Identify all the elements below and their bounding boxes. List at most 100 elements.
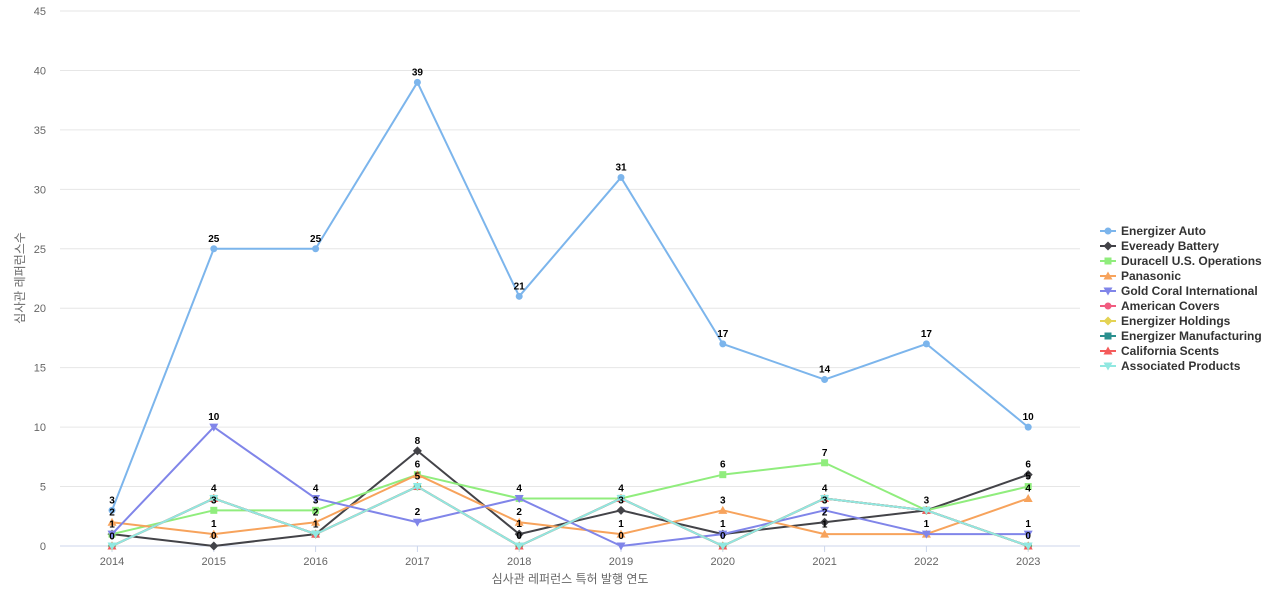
legend-item[interactable]: Energizer Auto xyxy=(1100,224,1206,238)
x-tick-label: 2017 xyxy=(405,556,429,568)
data-label: 2 xyxy=(313,507,319,518)
data-label: 4 xyxy=(516,483,522,494)
legend-marker xyxy=(1104,302,1112,310)
data-label: 2 xyxy=(516,507,522,518)
data-point xyxy=(820,494,830,503)
x-axis-title: 심사관 레퍼런스 특허 발행 연도 xyxy=(492,571,649,586)
legend-item[interactable]: Duracell U.S. Operations xyxy=(1100,254,1262,268)
series-energizer-holdings xyxy=(107,482,1033,551)
data-label: 10 xyxy=(208,412,220,423)
x-tick-label: 2021 xyxy=(812,556,836,568)
legend-label: Energizer Auto xyxy=(1121,224,1206,238)
data-label: 3 xyxy=(822,495,828,506)
data-point xyxy=(921,506,931,515)
data-label: 25 xyxy=(310,234,322,245)
data-point xyxy=(107,517,117,526)
data-point xyxy=(616,529,626,538)
data-label: 4 xyxy=(618,483,624,494)
series-california-scents xyxy=(107,482,1033,550)
data-point xyxy=(311,517,321,526)
data-point xyxy=(1024,483,1032,491)
series-line xyxy=(111,461,1030,536)
legend-item[interactable]: Eveready Battery xyxy=(1100,239,1219,253)
data-point xyxy=(514,494,524,503)
data-label: 10 xyxy=(1023,412,1035,423)
data-point xyxy=(514,542,524,551)
legend-marker xyxy=(1103,362,1113,371)
series-energizer-manufacturing xyxy=(108,483,1032,550)
legend-item[interactable]: Associated Products xyxy=(1100,359,1241,373)
data-point xyxy=(210,506,218,514)
y-tick-label: 20 xyxy=(34,303,46,315)
series-line xyxy=(111,81,1030,512)
x-tick-label: 2018 xyxy=(507,556,531,568)
x-tick-label: 2014 xyxy=(100,556,124,568)
legend-item[interactable]: Energizer Manufacturing xyxy=(1100,329,1262,343)
legend-marker xyxy=(1104,257,1112,265)
data-label: 1 xyxy=(109,519,115,530)
data-label: 1 xyxy=(313,519,319,530)
data-label: 1 xyxy=(516,519,522,530)
data-point xyxy=(719,340,727,348)
data-point xyxy=(616,542,626,551)
data-point xyxy=(412,518,422,527)
y-tick-label: 10 xyxy=(34,422,46,434)
x-tick-label: 2022 xyxy=(914,556,938,568)
series-line xyxy=(111,485,1030,547)
data-point xyxy=(515,292,523,300)
data-label: 21 xyxy=(514,281,526,292)
legend-label: Energizer Holdings xyxy=(1121,314,1231,328)
grid-lines xyxy=(60,10,1080,547)
y-tick-label: 25 xyxy=(34,244,46,256)
data-label: 14 xyxy=(819,365,831,376)
x-tick-label: 2023 xyxy=(1016,556,1040,568)
legend-item[interactable]: Energizer Holdings xyxy=(1100,314,1231,328)
x-tick-label: 2016 xyxy=(303,556,327,568)
data-point xyxy=(820,517,830,527)
data-label: 8 xyxy=(415,436,421,447)
data-point xyxy=(820,529,830,538)
x-tick-label: 2019 xyxy=(609,556,633,568)
legend-item[interactable]: Gold Coral International xyxy=(1100,284,1258,298)
legend-marker xyxy=(1104,332,1112,340)
data-label: 31 xyxy=(615,162,627,173)
series-line xyxy=(111,473,1030,536)
data-point xyxy=(412,470,422,479)
data-point xyxy=(209,494,219,503)
data-label: 0 xyxy=(516,531,522,542)
legend-marker xyxy=(1103,346,1113,355)
data-point xyxy=(921,530,931,539)
legend-label: Gold Coral International xyxy=(1121,284,1258,298)
data-label: 0 xyxy=(618,531,624,542)
data-label: 4 xyxy=(822,483,828,494)
data-point xyxy=(1023,470,1033,480)
legend-item[interactable]: American Covers xyxy=(1100,299,1220,313)
data-label: 1 xyxy=(720,519,726,530)
data-point xyxy=(821,376,829,384)
legend-label: Duracell U.S. Operations xyxy=(1121,254,1262,268)
y-tick-label: 15 xyxy=(34,363,46,375)
legend-label: American Covers xyxy=(1121,299,1220,313)
series-american-covers xyxy=(108,483,1032,550)
legend-label: Associated Products xyxy=(1121,359,1241,373)
legend-label: Panasonic xyxy=(1121,269,1181,283)
data-label: 0 xyxy=(1025,531,1031,542)
data-point xyxy=(412,483,422,492)
y-tick-label: 45 xyxy=(34,6,46,18)
legend-item[interactable]: Panasonic xyxy=(1100,269,1181,283)
data-point xyxy=(412,446,422,456)
legend-item[interactable]: California Scents xyxy=(1100,344,1219,358)
data-label: 1 xyxy=(1025,519,1031,530)
data-point xyxy=(1023,542,1033,551)
data-point xyxy=(209,423,219,432)
legend-marker xyxy=(1103,241,1113,251)
data-point xyxy=(413,78,421,86)
data-label: 2 xyxy=(415,507,421,518)
data-label: 1 xyxy=(822,519,828,530)
data-point xyxy=(209,541,219,551)
y-tick-label: 5 xyxy=(40,482,46,494)
data-label: 6 xyxy=(720,460,726,471)
